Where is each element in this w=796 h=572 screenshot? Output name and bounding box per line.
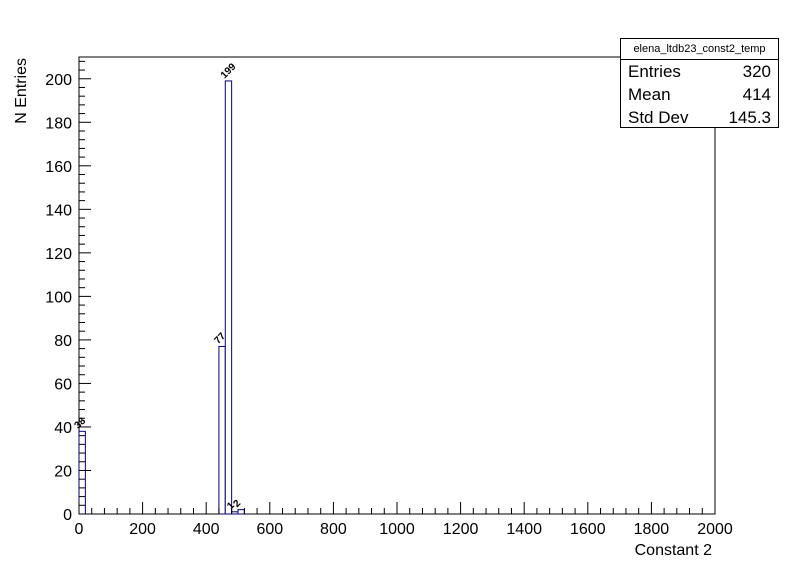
y-tick-label: 160 [45, 159, 72, 176]
stats-value: 414 [742, 85, 771, 104]
histogram-bar [218, 345, 226, 515]
x-tick-label: 2000 [697, 521, 733, 538]
x-axis: 0 200 400 600 800 1000 1200 1400 1600 1800 2000 [75, 502, 733, 538]
x-tick-label: 800 [320, 521, 347, 538]
stats-box: elena_ltdb23_const2_temp Entries 320 Mea… [620, 38, 779, 128]
y-tick-label: 120 [45, 246, 72, 263]
y-tick-label: 100 [45, 289, 72, 306]
histogram-bars [78, 80, 245, 515]
stats-row-entries: Entries 320 [621, 60, 778, 83]
x-tick-label: 1600 [570, 521, 606, 538]
y-tick-label: 0 [63, 507, 72, 524]
y-axis: 0 20 40 60 80 100 120 140 160 180 200 [45, 60, 91, 524]
y-tick-label: 80 [54, 333, 72, 350]
x-tick-label: 600 [256, 521, 283, 538]
stats-row-mean: Mean 414 [621, 83, 778, 106]
y-axis-title: N Entries [13, 58, 30, 124]
stats-title: elena_ltdb23_const2_temp [621, 39, 778, 60]
x-tick-label: 1200 [443, 521, 479, 538]
histogram-bar [224, 80, 233, 515]
y-tick-label: 40 [54, 420, 72, 437]
stats-row-std-dev: Std Dev 145.3 [621, 106, 778, 129]
y-tick-label: 140 [45, 202, 72, 219]
stats-label: Std Dev [628, 108, 689, 127]
stats-label: Mean [628, 85, 671, 104]
x-tick-label: 1000 [379, 521, 415, 538]
y-tick-label: 20 [54, 463, 72, 480]
x-axis-title: Constant 2 [635, 542, 712, 559]
x-tick-label: 0 [75, 521, 84, 538]
stats-label: Entries [628, 62, 681, 81]
x-tick-label: 400 [193, 521, 220, 538]
x-tick-label: 1400 [506, 521, 542, 538]
stats-value: 320 [742, 62, 771, 81]
y-tick-label: 60 [54, 376, 72, 393]
stats-value: 145.3 [728, 108, 771, 127]
y-tick-label: 180 [45, 115, 72, 132]
histogram-bar [78, 430, 86, 515]
x-tick-label: 1800 [634, 521, 670, 538]
y-tick-label: 200 [45, 72, 72, 89]
histogram-bar [237, 509, 245, 515]
bar-value-label: 199 [219, 61, 239, 81]
x-tick-label: 200 [129, 521, 156, 538]
